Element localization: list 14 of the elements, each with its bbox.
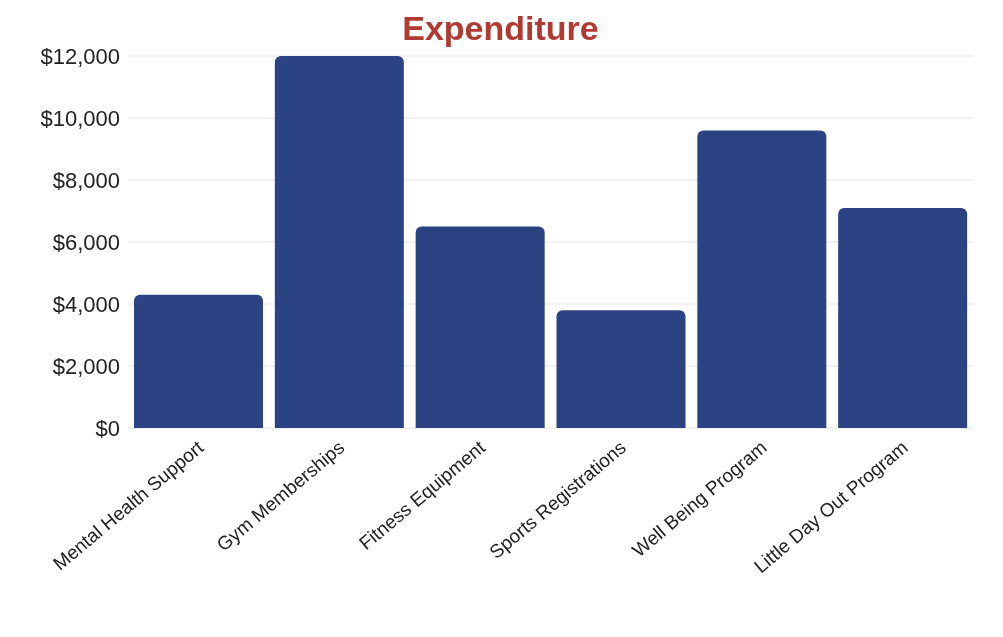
bar bbox=[556, 310, 686, 428]
y-tick-label: $8,000 bbox=[52, 167, 120, 193]
y-tick-label: $6,000 bbox=[52, 229, 120, 255]
bar bbox=[134, 294, 263, 428]
bar bbox=[274, 56, 404, 428]
y-tick-label: $10,000 bbox=[40, 105, 120, 131]
bar bbox=[697, 130, 827, 428]
y-tick-label: $0 bbox=[95, 415, 120, 441]
y-tick-label: $12,000 bbox=[40, 43, 120, 69]
y-tick-label: $2,000 bbox=[52, 353, 120, 379]
bar bbox=[415, 226, 545, 428]
chart-title: Expenditure bbox=[402, 9, 599, 47]
y-tick-label: $4,000 bbox=[52, 291, 120, 317]
bar bbox=[838, 207, 968, 428]
